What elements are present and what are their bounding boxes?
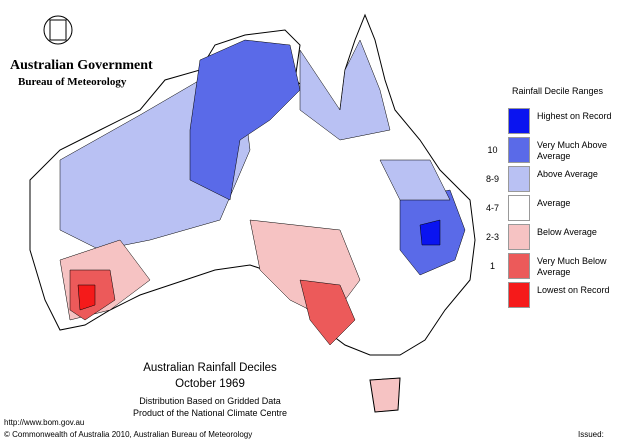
legend-item: Lowest on Record xyxy=(480,282,640,309)
decile-label: 8-9 xyxy=(485,174,499,184)
legend-label: Above Average xyxy=(537,169,598,179)
tasmania xyxy=(369,377,401,413)
decile-label: 4-7 xyxy=(485,203,499,213)
legend-label: Average xyxy=(537,198,571,208)
legend-item: Highest on Record xyxy=(480,108,640,135)
legend-label: Very Much Below Average xyxy=(537,256,607,277)
legend-swatch xyxy=(508,282,530,308)
decile-label: 2-3 xyxy=(485,232,499,242)
copyright: © Commonwealth of Australia 2010, Austra… xyxy=(4,430,253,439)
crest xyxy=(43,15,73,45)
map-period: October 1969 xyxy=(175,378,245,390)
agency-name: Bureau of Meteorology xyxy=(18,76,127,88)
legend-swatch xyxy=(508,166,530,192)
rainfall-areas xyxy=(59,39,466,413)
map-credit: Product of the National Climate Centre xyxy=(132,408,288,418)
issued: Issued: 08/02/2010 xyxy=(578,430,618,440)
legend-label: Below Average xyxy=(537,227,597,237)
legend-swatch xyxy=(508,224,530,250)
legend-item: 1 Very Much Below Average xyxy=(480,253,640,280)
legend-item: 2-3 Below Average xyxy=(480,224,640,251)
legend-item: 10 Very Much Above Average xyxy=(480,137,640,164)
legend-swatch xyxy=(508,108,530,134)
legend-item: 4-7 Average xyxy=(480,195,640,222)
legend-swatch xyxy=(508,253,530,279)
map-subtitle: Distribution Based on Gridded Data xyxy=(139,396,281,406)
legend-title: Rainfall Decile Ranges xyxy=(512,86,604,96)
legend-label: Highest on Record xyxy=(537,111,612,121)
legend-swatch xyxy=(508,195,530,221)
legend-label: Very Much Above Average xyxy=(537,140,608,161)
decile-label: 1 xyxy=(489,261,495,271)
map-title: Australian Rainfall Deciles xyxy=(143,362,277,374)
legend-label: Lowest on Record xyxy=(537,285,610,295)
legend-item: 8-9 Above Average xyxy=(480,166,640,193)
legend-swatch xyxy=(508,137,530,163)
government-name: Australian Government xyxy=(10,58,153,73)
decile-label: 10 xyxy=(487,145,498,155)
url: http://www.bom.gov.au xyxy=(4,418,85,427)
